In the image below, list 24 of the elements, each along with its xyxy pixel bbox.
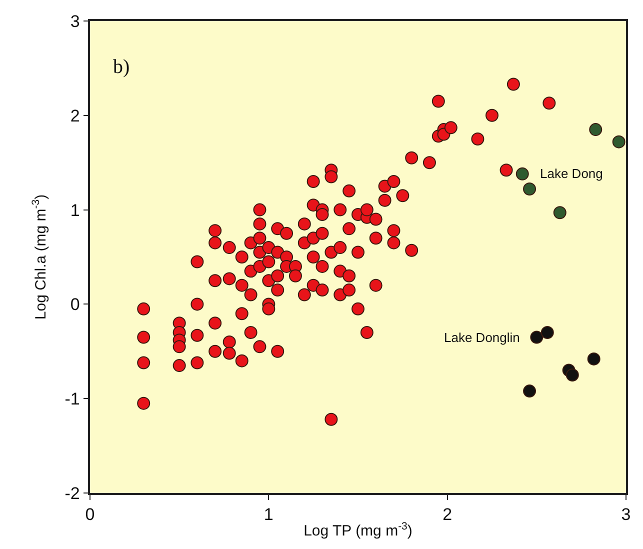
point [553, 206, 566, 220]
point [523, 182, 536, 196]
point [540, 326, 554, 340]
point [523, 384, 536, 398]
y-tick-label: 1 [70, 200, 80, 220]
x-tick-label: 3 [621, 505, 631, 524]
point [612, 135, 626, 148]
annotation: Lake Dong [540, 166, 603, 181]
point [566, 368, 579, 382]
y-tick-label: 3 [70, 12, 80, 31]
y-tick-label: -2 [64, 484, 80, 503]
x-tick-label: 0 [85, 505, 95, 524]
x-tick-label: 1 [264, 505, 274, 524]
y-tick-label: 0 [70, 295, 80, 314]
point [589, 123, 602, 136]
point [587, 352, 600, 366]
point [530, 330, 544, 344]
x-axis-title: Log TP (mg m$^{-3}$) [304, 520, 412, 540]
annotation: b) [113, 56, 130, 78]
x-tick-label: 2 [442, 505, 452, 524]
annotation: Lake Donglin [444, 330, 520, 345]
point [516, 167, 529, 180]
y-tick-label: -1 [64, 390, 80, 409]
y-tick-label: 2 [70, 106, 80, 126]
